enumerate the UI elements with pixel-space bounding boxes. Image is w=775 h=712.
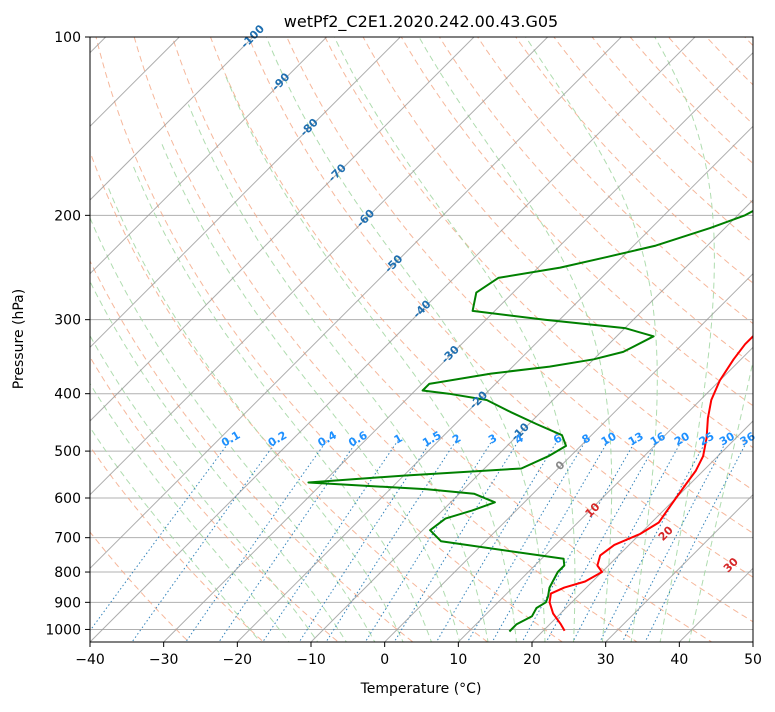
x-tick-label: 30: [597, 652, 615, 668]
y-tick-label: 500: [54, 444, 81, 460]
x-tick-label: 40: [670, 652, 688, 668]
x-tick-label: −10: [296, 652, 326, 668]
y-tick-label: 300: [54, 313, 81, 329]
y-axis-title: Pressure (hPa): [11, 289, 27, 389]
x-tick-label: 0: [380, 652, 389, 668]
y-tick-label: 800: [54, 565, 81, 581]
x-tick-label: 50: [744, 652, 762, 668]
y-tick-label: 200: [54, 208, 81, 224]
x-tick-label: −20: [223, 652, 253, 668]
x-tick-label: 10: [449, 652, 467, 668]
x-tick-label: −30: [149, 652, 179, 668]
y-tick-label: 700: [54, 531, 81, 547]
x-axis-title: Temperature (°C): [360, 681, 482, 697]
chart-title: wetPf2_C2E1.2020.242.00.43.G05: [284, 12, 558, 32]
y-tick-label: 400: [54, 387, 81, 403]
y-tick-label: 900: [54, 595, 81, 611]
y-tick-label: 600: [54, 491, 81, 507]
y-tick-label: 1000: [45, 622, 81, 638]
y-tick-label: 100: [54, 30, 81, 46]
x-tick-label: −40: [75, 652, 105, 668]
x-tick-label: 20: [523, 652, 541, 668]
